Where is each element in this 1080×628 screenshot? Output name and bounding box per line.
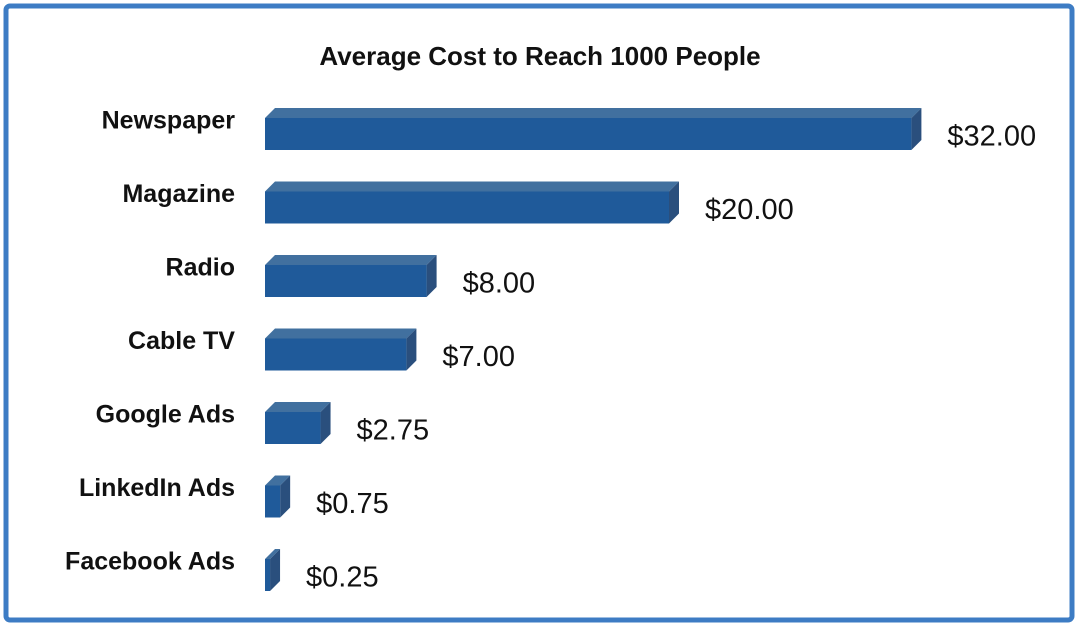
bar <box>265 191 669 224</box>
bar-top <box>265 328 417 339</box>
category-label: Newspaper <box>102 107 236 135</box>
bar <box>265 485 281 518</box>
bar-top <box>265 181 679 192</box>
bar-side <box>270 549 281 591</box>
value-label: $8.00 <box>463 268 536 300</box>
bar-top <box>265 549 281 559</box>
bar-side <box>426 255 437 297</box>
bar-side <box>280 475 291 518</box>
value-label: $2.75 <box>357 415 430 447</box>
category-label: Facebook Ads <box>65 548 235 576</box>
bar <box>265 338 407 371</box>
category-label: Google Ads <box>96 401 235 429</box>
bar-side <box>406 328 417 371</box>
bar <box>265 412 321 444</box>
bar-top <box>265 108 922 118</box>
bar <box>265 559 271 591</box>
value-label: $32.00 <box>947 121 1036 153</box>
bar <box>265 265 427 297</box>
bar-side <box>911 108 922 150</box>
bar-top <box>265 255 437 265</box>
bar-side <box>320 402 331 444</box>
value-label: $20.00 <box>705 194 794 226</box>
bar <box>265 118 912 150</box>
value-label: $0.25 <box>306 562 379 594</box>
bar-top <box>265 475 291 486</box>
category-label: Radio <box>166 254 235 282</box>
category-label: Cable TV <box>128 327 235 355</box>
category-label: LinkedIn Ads <box>79 474 235 502</box>
value-label: $7.00 <box>442 341 515 373</box>
value-label: $0.75 <box>316 488 389 520</box>
chart-title: Average Cost to Reach 1000 People <box>319 41 760 71</box>
category-label: Magazine <box>122 180 235 208</box>
bar-side <box>669 181 679 224</box>
chart-frame <box>3 3 1075 623</box>
bar-top <box>265 402 331 412</box>
